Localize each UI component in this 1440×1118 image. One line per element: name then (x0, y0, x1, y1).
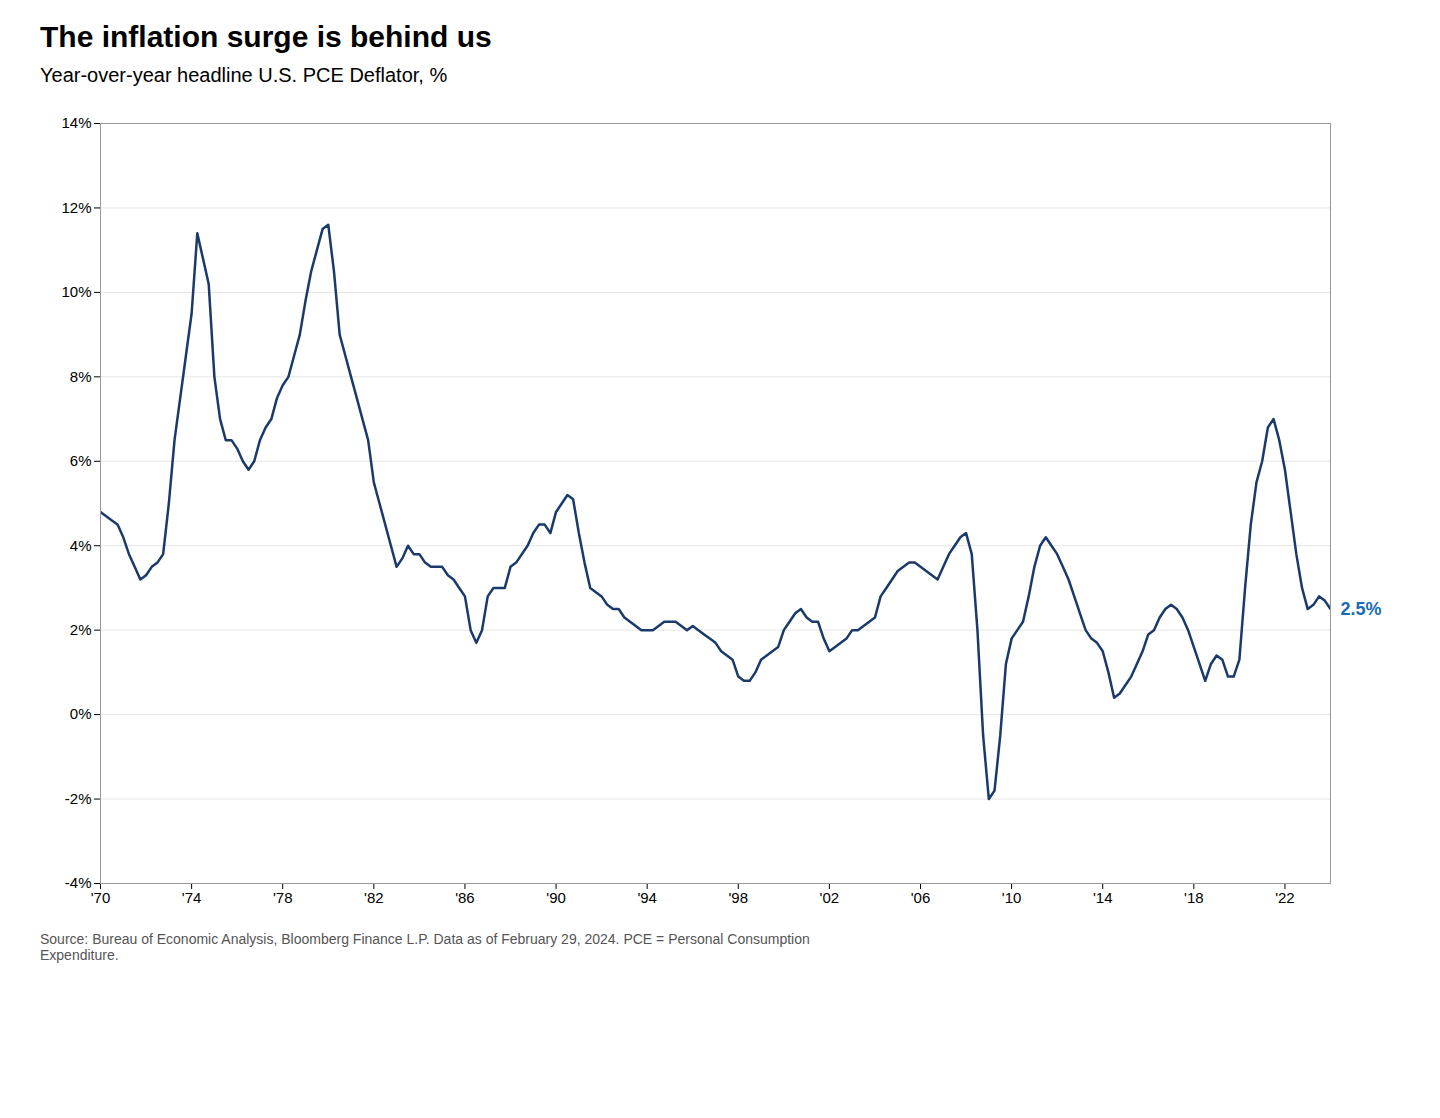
svg-text:'06: '06 (911, 889, 931, 906)
svg-text:12%: 12% (61, 199, 91, 216)
svg-text:8%: 8% (70, 368, 92, 385)
svg-text:'82: '82 (364, 889, 384, 906)
html-text:Year-over-year headline U.S. P: Year-over-year headline U.S. PCE Deflato… (40, 64, 448, 86)
svg-text:0%: 0% (70, 705, 92, 722)
html-text:Source: Bureau of Economic Ana: Source: Bureau of Economic Analysis, Blo… (40, 931, 810, 963)
svg-text:'98: '98 (728, 889, 748, 906)
svg-text:'94: '94 (637, 889, 657, 906)
svg-text:'70: '70 (91, 889, 111, 906)
svg-text:6%: 6% (70, 452, 92, 469)
html-text:The inflation surge is behind: The inflation surge is behind us (40, 20, 492, 53)
svg-text:4%: 4% (70, 537, 92, 554)
svg-text:'22: '22 (1275, 889, 1295, 906)
svg-text:'18: '18 (1184, 889, 1204, 906)
svg-text:'74: '74 (182, 889, 202, 906)
svg-text:2%: 2% (70, 621, 92, 638)
svg-text:'02: '02 (820, 889, 840, 906)
svg-text:'14: '14 (1093, 889, 1113, 906)
svg-text:'86: '86 (455, 889, 475, 906)
svg-text:'90: '90 (546, 889, 566, 906)
svg-text:2.5%: 2.5% (1341, 599, 1382, 619)
svg-text:-4%: -4% (65, 874, 92, 891)
svg-text:-2%: -2% (65, 790, 92, 807)
svg-text:'78: '78 (273, 889, 293, 906)
svg-text:14%: 14% (61, 114, 91, 131)
svg-text:'10: '10 (1002, 889, 1022, 906)
svg-text:10%: 10% (61, 283, 91, 300)
